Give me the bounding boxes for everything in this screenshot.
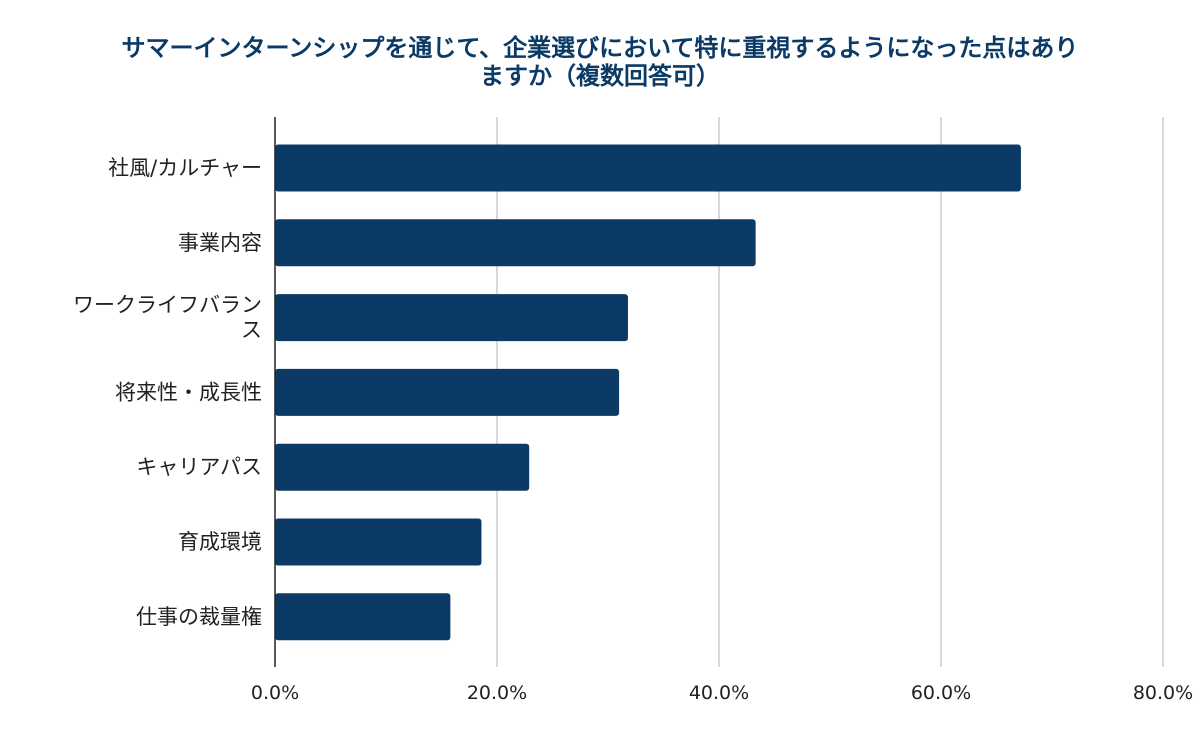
- x-tick-label-1: 20.0%: [467, 682, 527, 704]
- chart-title-line-1: サマーインターンシップを通じて、企業選びにおいて特に重視するようになった点はあり: [121, 34, 1079, 62]
- category-labels: 社風/カルチャー事業内容ワークライフバランス将来性・成長性キャリアパス育成環境仕…: [73, 156, 262, 629]
- category-label-2: ワークライフバランス: [73, 293, 262, 342]
- category-label-0: 社風/カルチャー: [108, 156, 262, 180]
- bar-4: [275, 443, 530, 491]
- bar-5: [275, 518, 482, 566]
- category-label-5: 育成環境: [178, 530, 262, 554]
- bar-6: [275, 593, 451, 641]
- x-tick-labels: 0.0% 20.0% 40.0% 60.0% 80.0%: [251, 682, 1193, 704]
- category-label-6: 仕事の裁量権: [136, 605, 262, 629]
- chart-title: サマーインターンシップを通じて、企業選びにおいて特に重視するようになった点はあり…: [0, 34, 1200, 90]
- bars: [275, 144, 1021, 641]
- bar-0: [275, 144, 1021, 192]
- x-tick-label-2: 40.0%: [689, 682, 749, 704]
- bar-1: [275, 219, 756, 267]
- x-tick-label-4: 80.0%: [1133, 682, 1193, 704]
- category-label-4: キャリアパス: [136, 455, 262, 479]
- bar-2: [275, 294, 628, 342]
- x-tick-label-3: 60.0%: [911, 682, 971, 704]
- chart-title-line-2: ますか（複数回答可）: [480, 62, 720, 90]
- category-label-3: 将来性・成長性: [115, 380, 262, 404]
- category-label-1: 事業内容: [178, 231, 262, 255]
- bar-3: [275, 368, 620, 416]
- x-tick-label-0: 0.0%: [251, 682, 299, 704]
